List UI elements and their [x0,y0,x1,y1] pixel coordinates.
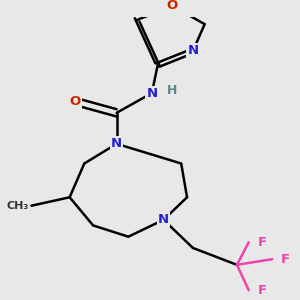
Text: O: O [167,0,178,12]
Text: N: N [158,213,169,226]
Text: F: F [257,236,267,249]
Text: O: O [70,95,81,108]
Text: F: F [281,253,290,266]
Text: N: N [146,87,158,100]
Text: F: F [257,284,267,297]
Text: N: N [188,44,199,57]
Text: H: H [167,84,178,97]
Text: CH₃: CH₃ [6,201,28,211]
Text: N: N [111,137,122,150]
